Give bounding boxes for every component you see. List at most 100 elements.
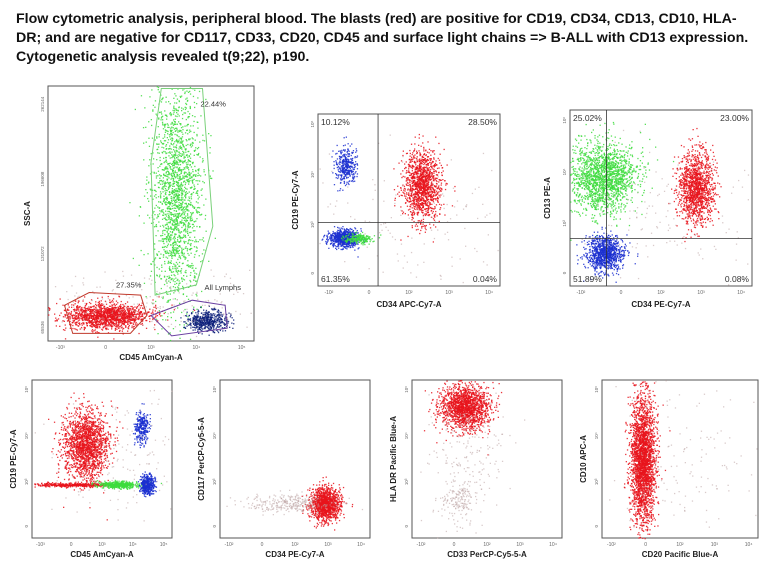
x-tick-label: -10² bbox=[607, 542, 616, 548]
p1-svg: 22.44% 27.35% All Lymphs -10³ 0 10³ 10⁴ 10⁵ 2621… bbox=[23, 85, 255, 362]
x-tick-label: 0 bbox=[368, 290, 371, 296]
x-axis-label: CD34 PE-Cy7-A bbox=[265, 550, 324, 559]
gate-myeloid bbox=[150, 88, 214, 296]
y-tick-label: 10⁴ bbox=[212, 432, 217, 439]
figure-caption: Flow cytometric analysis, peripheral blo… bbox=[16, 10, 756, 67]
y-tick-label: 131072 bbox=[40, 246, 45, 262]
event-dots bbox=[570, 117, 750, 286]
y-tick-label: 10³ bbox=[212, 478, 217, 485]
x-tick-label: 10² bbox=[405, 290, 413, 296]
y-axis-label: SSC-A bbox=[23, 201, 32, 226]
population-background bbox=[581, 117, 750, 286]
population-myeloid bbox=[91, 479, 163, 490]
event-dots bbox=[34, 389, 173, 522]
x-tick-label: 0 bbox=[644, 542, 647, 548]
y-axis-label: CD10 APC-A bbox=[579, 435, 588, 483]
event-dots bbox=[226, 476, 364, 531]
x-tick-label: -10³ bbox=[56, 345, 65, 351]
population-lymphs bbox=[137, 471, 158, 498]
x-axis-label: CD34 PE-Cy7-A bbox=[631, 300, 690, 309]
x-tick-label: 10² bbox=[657, 290, 665, 296]
x-tick-label: 10² bbox=[291, 542, 299, 548]
population-background bbox=[440, 480, 477, 529]
y-tick-label: 196608 bbox=[40, 171, 45, 187]
x-tick-label: 0 bbox=[261, 542, 264, 548]
population-blasts bbox=[301, 476, 354, 531]
y-tick-label: 10⁵ bbox=[404, 386, 409, 393]
x-tick-label: 10⁵ bbox=[238, 345, 246, 351]
x-tick-label: -10² bbox=[225, 542, 234, 548]
x-tick-label: -10² bbox=[417, 542, 426, 548]
population-lymphs bbox=[576, 226, 639, 283]
quadrant-percent-ul: 25.02% bbox=[573, 113, 602, 123]
y-tick-label: 10³ bbox=[24, 478, 29, 485]
quadrant-percent-ul: 10.12% bbox=[321, 117, 350, 127]
x-tick-label: 10³ bbox=[697, 290, 705, 296]
panel-hladr-vs-cd33: -10² 0 10² 10³ 10⁴ 10⁵ 10⁴ 10³ 0 CD33 PerCP-Cy5-5… bbox=[386, 372, 568, 562]
population-myeloid bbox=[570, 121, 675, 242]
p4-svg: -10³ 0 10³ 10⁴ 10⁵ 10⁵ 10⁴ 10³ 0 CD45 AmCyan-A CD1… bbox=[9, 379, 173, 559]
y-tick-label: 0 bbox=[562, 271, 567, 274]
x-tick-label: 10³ bbox=[98, 542, 106, 548]
panel-cd10-vs-cd20: -10² 0 10² 10³ 10⁴ 10⁵ 10⁴ 10³ 0 CD20 Pacific Blu… bbox=[576, 372, 764, 562]
panel-ssc-vs-cd45: 22.44% 27.35% All Lymphs -10³ 0 10³ 10⁴ 10⁵ 2621… bbox=[20, 80, 260, 365]
x-tick-label: 10⁴ bbox=[745, 542, 753, 548]
x-tick-label: 10³ bbox=[324, 542, 332, 548]
y-axis-label: HLA DR Pacific Blue-A bbox=[389, 416, 398, 502]
p6-svg: -10² 0 10² 10³ 10⁴ 10⁵ 10⁴ 10³ 0 CD33 PerCP-Cy5-5… bbox=[389, 379, 563, 559]
population-blasts bbox=[423, 380, 503, 456]
quadrant-percent-ll: 61.35% bbox=[321, 274, 350, 284]
y-axis-label: CD19 PE-Cy7-A bbox=[9, 429, 18, 488]
x-tick-label: 10⁴ bbox=[549, 542, 557, 548]
x-tick-label: 10⁵ bbox=[160, 542, 168, 548]
x-tick-label: 0 bbox=[620, 290, 623, 296]
gate-annotation: 22.44% bbox=[200, 99, 226, 108]
panel-cd13-vs-cd34: 25.02% 23.00% 51.89% 0.08% -10² 0 10² 10³ 10⁴ 10⁵… bbox=[540, 102, 760, 312]
y-tick-label: 10⁵ bbox=[212, 386, 217, 393]
x-tick-label: 0 bbox=[104, 345, 107, 351]
population-myeloid bbox=[341, 231, 382, 246]
quadrant-percent-ur: 28.50% bbox=[468, 117, 497, 127]
y-tick-label: 10⁴ bbox=[310, 171, 315, 178]
x-tick-label: 10² bbox=[483, 542, 491, 548]
x-tick-label: 10⁴ bbox=[129, 542, 137, 548]
quadrant-percent-lr: 0.04% bbox=[473, 274, 498, 284]
population-myeloid bbox=[129, 86, 216, 342]
x-tick-label: 10⁴ bbox=[737, 290, 745, 296]
y-tick-label: 10⁴ bbox=[562, 168, 567, 175]
x-tick-label: -10³ bbox=[36, 542, 45, 548]
y-tick-label: 10⁴ bbox=[24, 432, 29, 439]
y-tick-label: 10⁵ bbox=[594, 386, 599, 393]
plot-frame bbox=[317, 113, 501, 287]
x-tick-label: 10³ bbox=[445, 290, 453, 296]
y-tick-label: 10⁴ bbox=[594, 432, 599, 439]
x-axis-label: CD33 PerCP-Cy5-5-A bbox=[447, 550, 527, 559]
y-tick-label: 10⁴ bbox=[404, 432, 409, 439]
gate-blasts bbox=[63, 292, 148, 334]
y-tick-label: 0 bbox=[310, 271, 315, 274]
plot-frame bbox=[219, 379, 371, 539]
p3-svg: 25.02% 23.00% 51.89% 0.08% -10² 0 10² 10³ 10⁴ 10⁵… bbox=[543, 109, 753, 309]
y-tick-label: 10⁵ bbox=[310, 120, 315, 127]
population-blasts bbox=[623, 381, 671, 540]
x-tick-label: 0 bbox=[70, 542, 73, 548]
population-blasts bbox=[668, 127, 722, 243]
event-dots bbox=[420, 380, 526, 539]
x-tick-label: 10⁴ bbox=[357, 542, 365, 548]
x-tick-label: 10⁴ bbox=[485, 290, 493, 296]
y-tick-label: 0 bbox=[24, 524, 29, 527]
y-tick-label: 10³ bbox=[310, 221, 315, 228]
panel-cd117-vs-cd34: -10² 0 10² 10³ 10⁴ 10⁵ 10⁴ 10³ 0 CD34 PE-Cy7-A CD1… bbox=[194, 372, 376, 562]
population-background bbox=[420, 383, 526, 539]
plot-frame bbox=[601, 379, 759, 539]
x-tick-label: 0 bbox=[453, 542, 456, 548]
quadrant-percent-ur: 23.00% bbox=[720, 113, 749, 123]
y-tick-label: 10³ bbox=[594, 478, 599, 485]
y-tick-label: 10⁵ bbox=[24, 386, 29, 393]
population-background bbox=[34, 389, 173, 522]
x-tick-label: 10⁴ bbox=[192, 345, 200, 351]
population-lymphs bbox=[132, 403, 152, 449]
population-background bbox=[319, 134, 499, 284]
x-axis-label: CD20 Pacific Blue-A bbox=[642, 550, 719, 559]
